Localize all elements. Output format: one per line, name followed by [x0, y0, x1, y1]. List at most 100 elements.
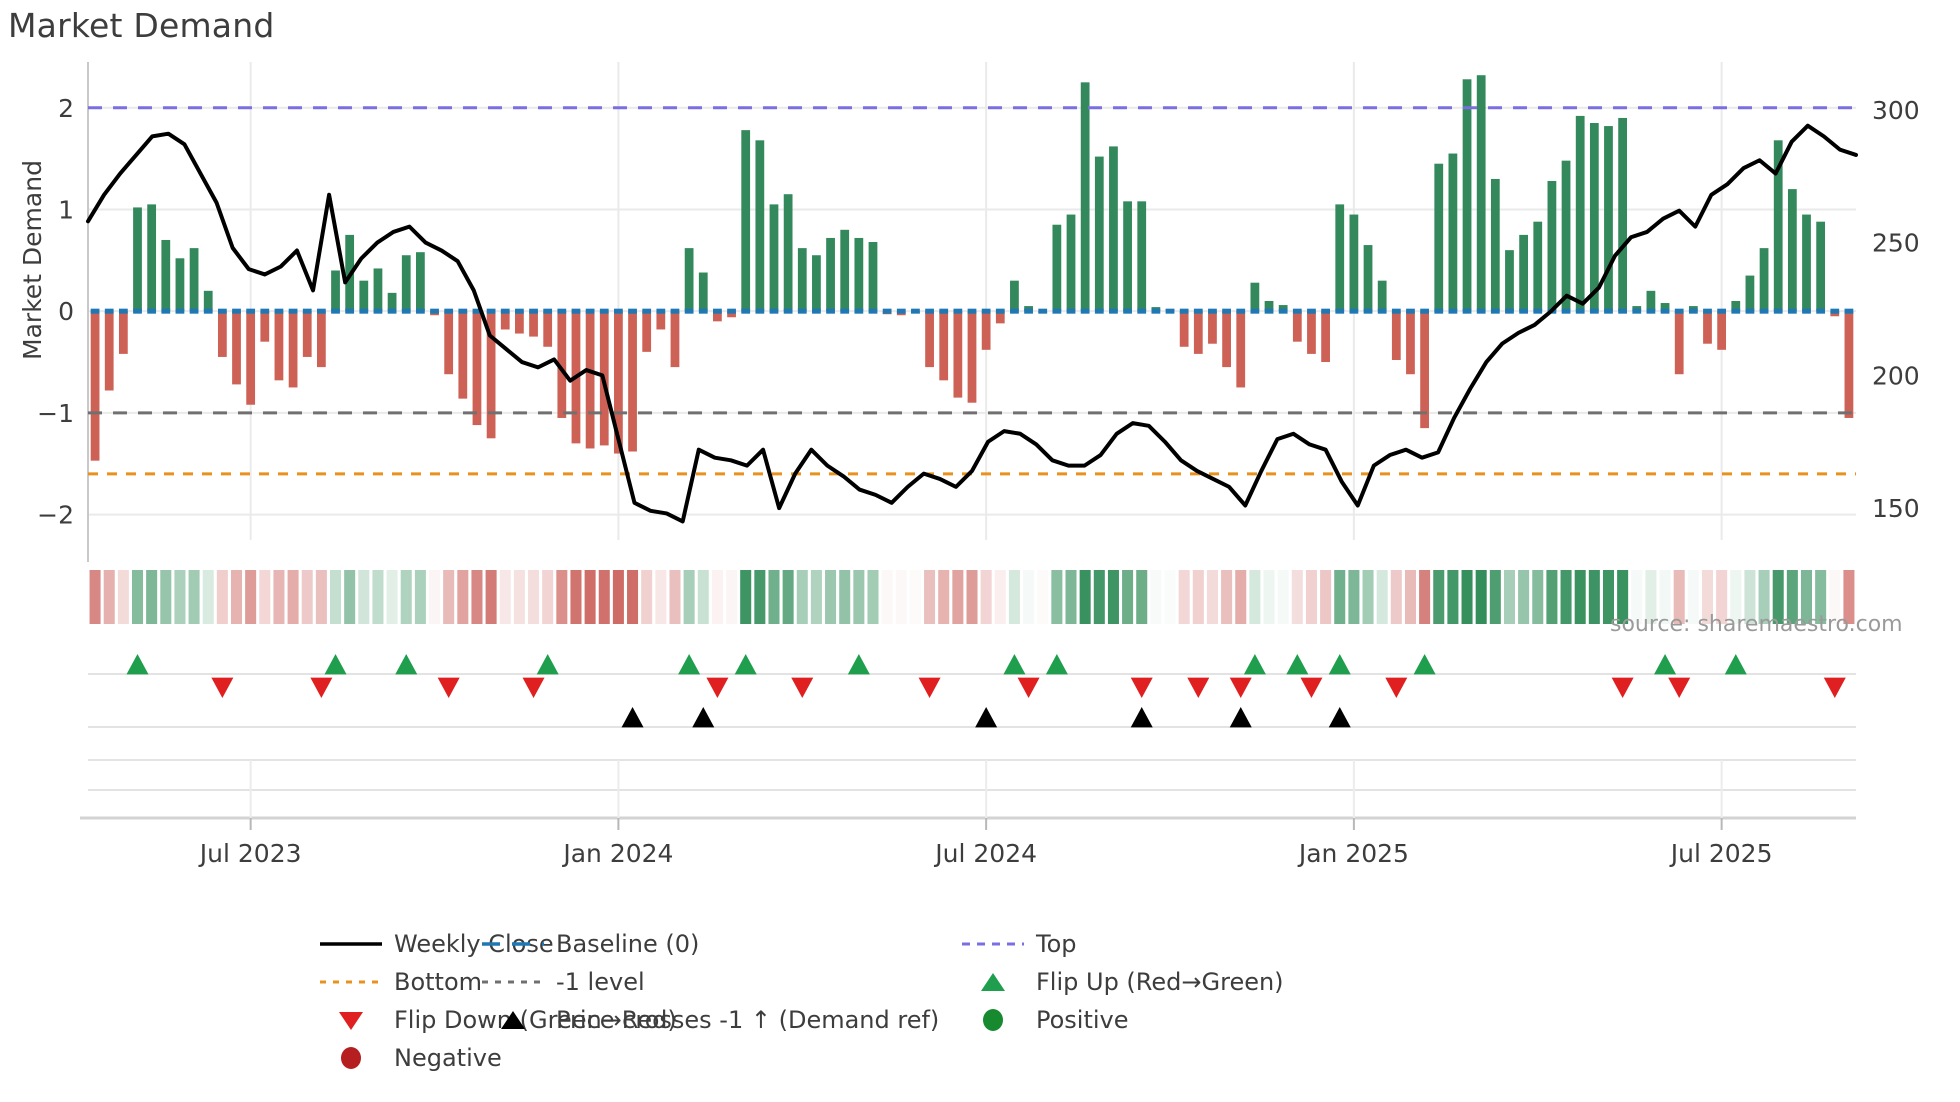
- demand-bar: [415, 252, 425, 312]
- legend-item-negative[interactable]: Negative: [0, 1039, 502, 1077]
- demand-bar: [981, 311, 991, 350]
- demand-bar: [331, 270, 340, 312]
- heatmap-cell: [245, 570, 257, 624]
- heatmap-cell: [1023, 570, 1035, 624]
- demand-bar: [670, 311, 680, 368]
- heatmap-cell: [1093, 570, 1105, 624]
- heatmap-cell: [1277, 570, 1289, 624]
- heatmap-cell: [1716, 570, 1728, 624]
- heatmap-cell: [1150, 570, 1162, 624]
- heatmap-cell: [825, 570, 837, 624]
- x-axis-tick-label: Jan 2025: [1297, 839, 1409, 868]
- svg-text:−2: −2: [37, 501, 74, 530]
- heatmap-cell: [1546, 570, 1558, 624]
- demand-bar: [628, 311, 637, 452]
- demand-bar: [826, 237, 835, 312]
- flip-up-marker: [126, 654, 149, 675]
- demand-bar: [529, 311, 538, 337]
- demand-bar: [684, 248, 694, 312]
- demand-bar: [854, 237, 864, 312]
- heatmap-cell: [867, 570, 879, 624]
- heatmap-cell: [1447, 570, 1459, 624]
- demand-bar: [1264, 301, 1274, 312]
- line-dotted-gray-icon: [470, 975, 556, 989]
- demand-bar: [1193, 311, 1203, 354]
- heatmap-cell: [1221, 570, 1233, 624]
- demand-bar: [812, 255, 821, 312]
- heatmap-cell: [697, 570, 709, 624]
- flip-up-marker: [1243, 654, 1266, 675]
- heatmap-cell: [980, 570, 992, 624]
- heatmap-cell: [1305, 570, 1317, 624]
- heatmap-cell: [768, 570, 780, 624]
- legend-item-flip-down[interactable]: Flip Down (Green→Red): [0, 1001, 677, 1039]
- demand-bar: [274, 311, 284, 381]
- heatmap-cell: [1475, 570, 1487, 624]
- flip-down-marker: [1385, 677, 1408, 698]
- heatmap-cell: [1206, 570, 1218, 624]
- legend-item-flip-up[interactable]: Flip Up (Red→Green): [950, 963, 1430, 1001]
- demand-bar: [1575, 115, 1585, 312]
- heatmap-cell: [598, 570, 610, 624]
- heatmap-cell: [372, 570, 384, 624]
- heatmap-cell: [202, 570, 214, 624]
- heatmap-cell: [259, 570, 271, 624]
- heatmap-cell: [230, 570, 243, 624]
- flip-up-marker: [324, 654, 347, 675]
- heatmap-cell: [1843, 570, 1855, 624]
- demand-bar: [260, 311, 270, 342]
- demand-bar: [727, 311, 736, 318]
- heatmap-cell: [1588, 570, 1600, 624]
- demand-bar: [1236, 311, 1246, 388]
- legend-item-positive[interactable]: Positive: [950, 1001, 1430, 1039]
- flip-down-marker: [1668, 677, 1691, 698]
- demand-bar: [302, 311, 312, 357]
- heatmap-cell: [1164, 570, 1176, 624]
- demand-bar: [1703, 311, 1712, 344]
- heatmap-cell: [1433, 570, 1445, 624]
- demand-bar: [1391, 311, 1401, 360]
- heatmap-cell: [1419, 570, 1431, 624]
- legend-item-bottom[interactable]: Bottom: [0, 963, 482, 1001]
- demand-bar: [939, 311, 949, 381]
- demand-bar: [1490, 178, 1500, 312]
- demand-bar: [90, 311, 100, 461]
- demand-bar: [953, 311, 963, 398]
- heatmap-cell: [89, 570, 101, 624]
- demand-bar: [133, 207, 142, 312]
- heatmap-cell: [1334, 570, 1346, 624]
- flip-up-marker: [1328, 654, 1351, 675]
- heatmap-cell: [810, 570, 822, 624]
- weekly-close-line: [86, 123, 1858, 524]
- heatmap-cell: [1362, 570, 1374, 624]
- legend-item-baseline[interactable]: Baseline (0): [470, 925, 950, 963]
- heatmap-cell: [1348, 570, 1360, 624]
- legend-item-weekly-close[interactable]: Weekly Close: [0, 925, 554, 963]
- demand-bar: [1476, 75, 1486, 312]
- svg-text:1: 1: [58, 195, 74, 224]
- demand-bar: [741, 130, 751, 312]
- demand-bar: [1802, 214, 1811, 312]
- price-cross-marker: [1130, 707, 1153, 728]
- legend-item-price-cross[interactable]: Price crosses -1 ↑ (Demand ref): [470, 1001, 950, 1039]
- demand-bar: [1589, 123, 1599, 312]
- heatmap-cell: [429, 570, 441, 624]
- demand-bar: [444, 311, 454, 375]
- flip-down-marker: [437, 677, 460, 698]
- demand-bar: [1646, 290, 1656, 312]
- flip-down-marker: [211, 677, 234, 698]
- flip-down-marker: [918, 677, 941, 698]
- heatmap-cell: [740, 570, 752, 624]
- x-axis-tick-label: Jan 2024: [561, 839, 673, 868]
- heatmap-cell: [655, 570, 667, 624]
- x-axis-tick-label: Jul 2023: [198, 839, 302, 868]
- heatmap-cell: [457, 570, 469, 624]
- legend-item-minus1-level[interactable]: -1 level: [470, 963, 950, 1001]
- legend-item-top[interactable]: Top: [950, 925, 1430, 963]
- flip-down-marker: [1229, 677, 1252, 698]
- triangle-up-green-icon: [950, 969, 1036, 995]
- flip-down-marker: [791, 677, 814, 698]
- heatmap-cell: [1815, 570, 1827, 624]
- demand-bar: [967, 311, 977, 403]
